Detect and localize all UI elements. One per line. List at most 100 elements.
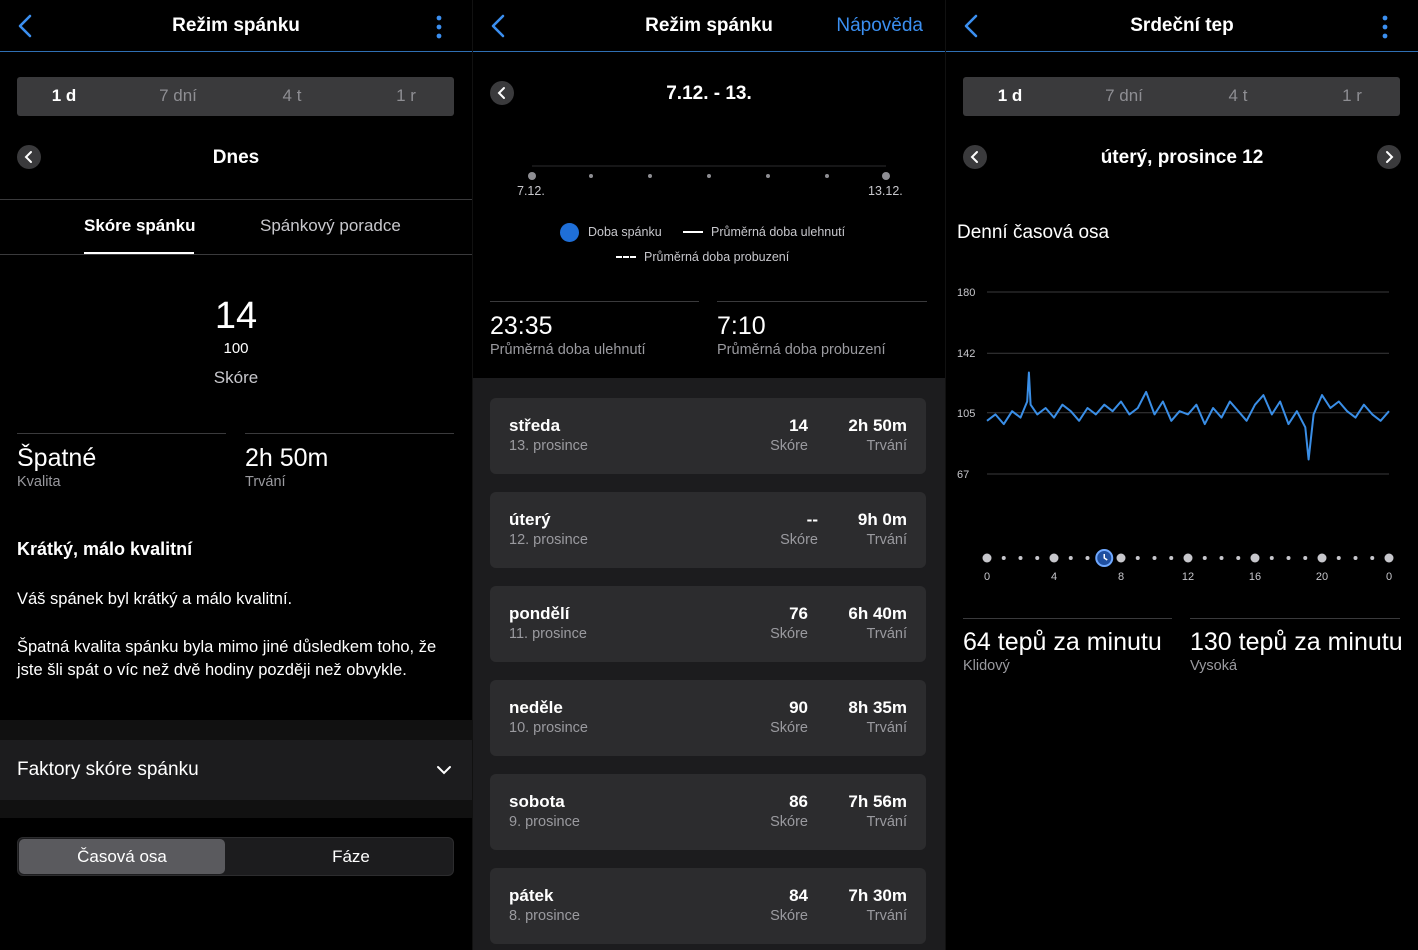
- day-duration: 6h 40m: [848, 604, 907, 623]
- period-1y[interactable]: 1 r: [1342, 86, 1362, 105]
- tab-sleep-coach[interactable]: Spánkový poradce: [260, 216, 401, 235]
- tab-sleep-score[interactable]: Skóre spánku: [84, 216, 196, 235]
- legend-line-dashed: [616, 256, 636, 258]
- date-range: 7.12. - 13.: [666, 83, 752, 104]
- x-axis-dot: [1183, 553, 1193, 563]
- avg-wake-value: 7:10: [717, 312, 766, 340]
- day-score-label: Skóre: [770, 814, 808, 830]
- date-label: úterý, prosince 12: [1100, 147, 1264, 168]
- divider: [490, 301, 699, 302]
- period-4w[interactable]: 4 t: [282, 86, 302, 105]
- chevron-left-icon: [970, 151, 978, 163]
- y-tick-label: 142: [957, 348, 975, 360]
- chevron-left-icon: [24, 151, 32, 163]
- date-label: Dnes: [212, 147, 260, 168]
- period-4w[interactable]: 4 t: [1228, 86, 1248, 105]
- quality-label: Kvalita: [17, 474, 61, 490]
- day-duration-label: Trvání: [866, 626, 907, 642]
- day-date: 12. prosince: [509, 532, 588, 548]
- duration-label: Trvání: [245, 474, 286, 490]
- axis-start-label: 7.12.: [517, 184, 545, 198]
- period-1y[interactable]: 1 r: [396, 86, 416, 105]
- factors-label: Faktory skóre spánku: [17, 759, 199, 780]
- day-list: středa 13. prosince 14 Skóre 2h 50m Trvá…: [473, 378, 945, 950]
- heart-rate-chart: 67 105 142 180 0 4 8 12 16 20 0: [957, 287, 1394, 583]
- heart-rate-panel: Srdeční tep 1 d 7 dní 4 t 1 r úterý, pro…: [946, 0, 1418, 950]
- legend-line-solid: [683, 231, 703, 233]
- day-card[interactable]: úterý 12. prosince -- Skóre 9h 0m Trvání: [490, 492, 926, 568]
- back-icon[interactable]: [487, 12, 511, 40]
- help-link[interactable]: Nápověda: [836, 15, 923, 36]
- score-label: Skóre: [213, 368, 259, 387]
- y-tick-label: 67: [957, 469, 969, 481]
- day-card[interactable]: sobota 9. prosince 86 Skóre 7h 56m Trván…: [490, 774, 926, 850]
- more-menu-icon[interactable]: [434, 14, 444, 40]
- back-icon[interactable]: [14, 12, 38, 40]
- spacer: [0, 720, 472, 740]
- divider: [245, 433, 454, 434]
- x-axis-dot: [1286, 556, 1291, 560]
- day-name: neděle: [509, 698, 563, 717]
- prev-day-button[interactable]: [963, 145, 987, 169]
- day-duration: 2h 50m: [848, 416, 907, 435]
- score-max: 100: [223, 340, 249, 357]
- axis-dot: [589, 174, 593, 178]
- day-card[interactable]: pátek 8. prosince 84 Skóre 7h 30m Trvání: [490, 868, 926, 944]
- more-menu-icon[interactable]: [1380, 14, 1390, 40]
- y-tick-label: 180: [957, 287, 975, 299]
- divider: [0, 254, 472, 255]
- x-axis-dot: [1018, 556, 1023, 560]
- toggle-phases[interactable]: Fáze: [332, 847, 370, 866]
- factors-row[interactable]: Faktory skóre spánku: [0, 740, 472, 800]
- insight-text: Váš spánek byl krátký a málo kvalitní.: [17, 590, 293, 608]
- axis-dot: [707, 174, 711, 178]
- x-axis-dot: [1250, 553, 1260, 563]
- toggle-timeline[interactable]: Časová osa: [77, 847, 167, 866]
- x-tick-label: 0: [984, 571, 990, 583]
- day-name: sobota: [509, 792, 565, 811]
- prev-week-button[interactable]: [490, 81, 514, 105]
- avg-bedtime-label: Průměrná doba ulehnutí: [490, 342, 646, 358]
- legend-avg-fall-asleep: Průměrná doba ulehnutí: [711, 225, 846, 239]
- divider: [717, 301, 927, 302]
- chevron-down-icon: [437, 766, 451, 775]
- x-axis-dot: [982, 553, 992, 563]
- day-date: 9. prosince: [509, 814, 580, 830]
- sleep-week-panel: Režim spánku Nápověda 7.12. - 13. 7.12. …: [473, 0, 945, 950]
- period-7d[interactable]: 7 dní: [1105, 86, 1143, 105]
- day-card[interactable]: středa 13. prosince 14 Skóre 2h 50m Trvá…: [490, 398, 926, 474]
- day-duration: 7h 56m: [848, 792, 907, 811]
- chevron-right-icon: [1386, 151, 1394, 163]
- day-score: --: [806, 510, 818, 529]
- day-duration-label: Trvání: [866, 814, 907, 830]
- duration-value: 2h 50m: [245, 444, 329, 472]
- sleep-duration-legend-dot: [560, 223, 579, 242]
- x-axis-dot: [1169, 556, 1174, 560]
- divider: [1190, 618, 1400, 619]
- day-score: 84: [789, 886, 808, 905]
- high-hr-value: 130 tepů za minutu: [1190, 628, 1403, 656]
- x-tick-label: 20: [1316, 571, 1328, 583]
- period-7d[interactable]: 7 dní: [159, 86, 197, 105]
- day-score-label: Skóre: [770, 438, 808, 454]
- day-card[interactable]: pondělí 11. prosince 76 Skóre 6h 40m Trv…: [490, 586, 926, 662]
- day-score: 76: [789, 604, 808, 623]
- x-axis-dot: [1303, 556, 1308, 560]
- day-card[interactable]: neděle 10. prosince 90 Skóre 8h 35m Trvá…: [490, 680, 926, 756]
- prev-day-button[interactable]: [17, 145, 41, 169]
- header: Srdeční tep: [946, 0, 1418, 52]
- day-duration: 7h 30m: [848, 886, 907, 905]
- resting-hr-label: Klidový: [963, 658, 1010, 674]
- day-duration: 8h 35m: [848, 698, 907, 717]
- day-score: 90: [789, 698, 808, 717]
- day-score: 86: [789, 792, 808, 811]
- toggle-active: [19, 839, 225, 874]
- period-1d[interactable]: 1 d: [997, 86, 1023, 105]
- day-score-label: Skóre: [770, 626, 808, 642]
- period-1d[interactable]: 1 d: [51, 86, 77, 105]
- back-icon[interactable]: [960, 12, 984, 40]
- legend-avg-wake: Průměrná doba probuzení: [644, 250, 790, 264]
- next-day-button[interactable]: [1377, 145, 1401, 169]
- day-date: 10. prosince: [509, 720, 588, 736]
- period-selector: 1 d 7 dní 4 t 1 r: [17, 77, 454, 116]
